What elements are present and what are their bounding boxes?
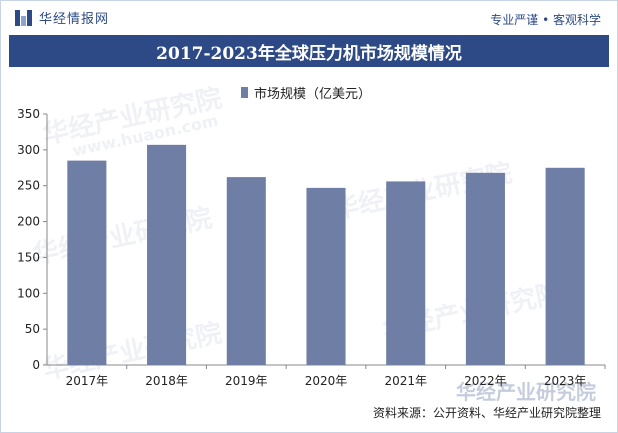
bar xyxy=(226,177,266,365)
bar-chart: 0 50 100 150 200 250 300 350 2017年 2018年 2019年 2020… xyxy=(17,107,606,388)
bar xyxy=(465,172,505,365)
y-tick-label: 200 xyxy=(17,215,40,229)
legend-label: 市场规模（亿美元） xyxy=(254,87,372,102)
bar xyxy=(545,167,585,365)
bar xyxy=(386,181,426,365)
chart-title: 2017-2023年全球压力机市场规模情况 xyxy=(9,35,609,67)
legend-swatch xyxy=(241,87,248,98)
x-tick-label: 2022年 xyxy=(464,374,507,388)
x-tick-label: 2023年 xyxy=(544,374,587,388)
y-tick-label: 100 xyxy=(17,286,40,300)
bar xyxy=(306,187,346,365)
top-bar: 华经情报网 专业严谨 • 客观科学 xyxy=(1,1,617,33)
source-note: 资料来源：公开资料、华经产业研究院整理 xyxy=(372,406,601,420)
tagline: 专业严谨 • 客观科学 xyxy=(490,13,601,27)
logo-bars-icon xyxy=(15,9,32,26)
logo: 华经情报网 xyxy=(15,8,109,27)
y-tick-label: 150 xyxy=(17,250,40,264)
brand-name: 华经情报网 xyxy=(39,12,110,27)
y-tick-label: 350 xyxy=(17,107,40,121)
y-tick-label: 250 xyxy=(17,179,40,193)
y-tick-label: 300 xyxy=(17,143,40,157)
x-tick-label: 2018年 xyxy=(145,374,188,388)
y-tick-label: 50 xyxy=(25,322,40,336)
y-tick-label: 0 xyxy=(32,358,40,372)
x-tick-label: 2020年 xyxy=(305,374,348,388)
x-tick-label: 2021年 xyxy=(384,374,427,388)
x-tick-label: 2017年 xyxy=(66,374,109,388)
legend: 市场规模（亿美元） xyxy=(241,83,371,102)
x-tick-label: 2019年 xyxy=(225,374,268,388)
bar xyxy=(147,144,187,365)
bar xyxy=(67,160,107,365)
